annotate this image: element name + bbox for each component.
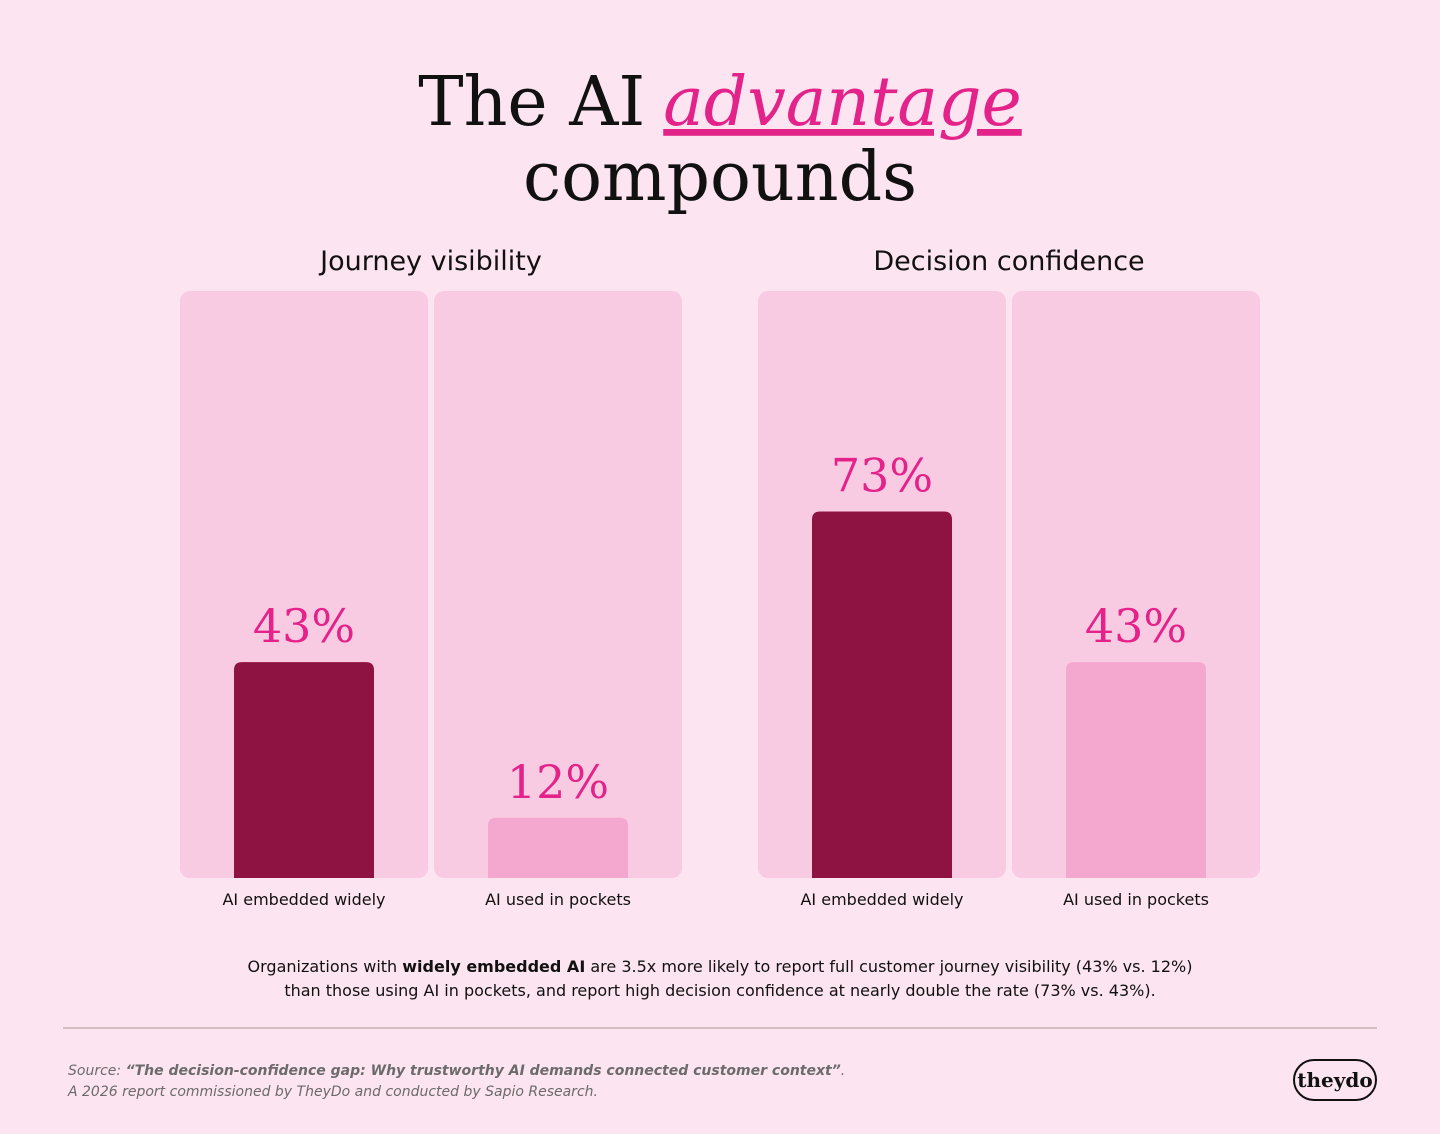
bar <box>1066 662 1206 878</box>
title: The AI advantage <box>418 63 1021 142</box>
value-label: 43% <box>1085 599 1187 653</box>
bar <box>234 662 374 878</box>
title-start: The AI <box>418 63 645 142</box>
chart-title: Decision confidence <box>873 246 1144 277</box>
bar <box>488 817 628 878</box>
title-emphasis: advantage <box>663 63 1021 142</box>
value-label: 12% <box>507 755 609 809</box>
value-label: 43% <box>253 599 355 653</box>
note-lead: Organizations with <box>247 957 398 976</box>
source-end: . <box>840 1063 846 1079</box>
x-tick-label: AI embedded widely <box>800 890 963 909</box>
note-line: than those using AI in pockets, and repo… <box>284 981 1156 1000</box>
note-bold: widely embedded AI <box>402 957 586 976</box>
value-label: 73% <box>831 449 933 503</box>
x-tick-label: AI used in pockets <box>1063 890 1209 909</box>
note: Organizations with widely embedded AI ar… <box>0 955 1440 1003</box>
bar <box>812 511 952 878</box>
x-tick-label: AI embedded widely <box>222 890 385 909</box>
note-line: are 3.5x more likely to report full cust… <box>590 957 1193 976</box>
logo-outline <box>1293 1059 1377 1101</box>
chart-title: Journey visibility <box>318 246 542 277</box>
source-line: A 2026 report commissioned by TheyDo and… <box>68 1084 598 1100</box>
x-tick-label: AI used in pockets <box>485 890 631 909</box>
logo: theydo <box>1297 1068 1372 1092</box>
panel <box>434 291 682 878</box>
source-label: Source: <box>68 1063 122 1079</box>
title-end: compounds <box>523 138 917 217</box>
source: Source: “The decision-confidence gap: Wh… <box>68 1061 845 1103</box>
source-title: “The decision-confidence gap: Why trustw… <box>125 1063 841 1079</box>
